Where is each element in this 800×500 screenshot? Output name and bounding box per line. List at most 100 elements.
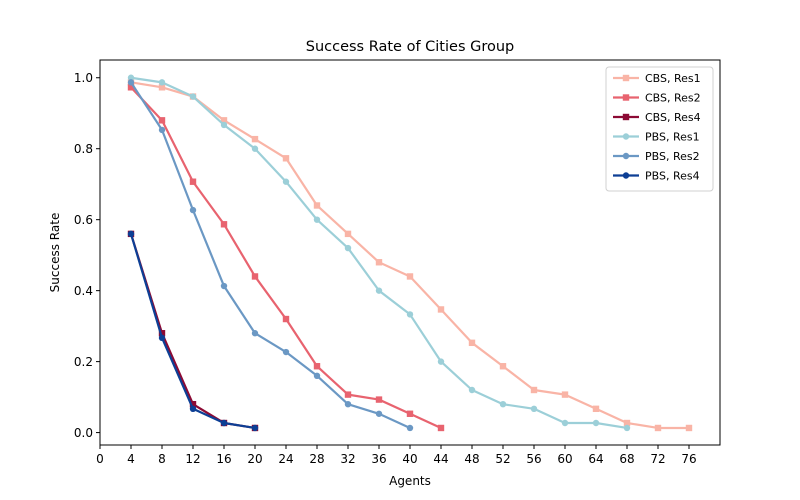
- data-point: [189, 93, 197, 100]
- series-3: [127, 230, 259, 432]
- legend-swatch-marker: [622, 133, 630, 140]
- x-tick-label: 36: [371, 452, 386, 466]
- data-point: [375, 410, 383, 417]
- legend-item: CBS, Res1: [613, 72, 701, 85]
- data-point: [437, 306, 445, 313]
- data-point: [561, 391, 569, 398]
- x-tick-label: 72: [650, 452, 665, 466]
- data-point: [344, 400, 352, 408]
- data-point: [127, 84, 135, 91]
- series-line: [129, 232, 257, 430]
- data-point: [313, 202, 321, 209]
- data-point: [344, 230, 352, 238]
- x-tick-label: 4: [127, 452, 135, 466]
- data-point: [375, 396, 383, 403]
- data-point: [189, 178, 197, 185]
- data-point: [158, 126, 166, 134]
- x-tick-label: 28: [309, 452, 324, 466]
- data-point: [220, 221, 228, 228]
- data-point: [654, 424, 662, 432]
- data-point: [127, 230, 135, 238]
- x-tick-label: 32: [340, 452, 355, 466]
- plot-area: [127, 74, 693, 432]
- data-point: [468, 386, 476, 394]
- legend-item: PBS, Res1: [613, 131, 700, 144]
- y-tick-label: 0.4: [74, 284, 93, 298]
- series-line: [129, 76, 629, 430]
- legend-item: CBS, Res4: [613, 111, 701, 124]
- series-line: [129, 81, 691, 430]
- legend-swatch-marker: [622, 152, 630, 160]
- y-tick-label: 0.0: [74, 426, 93, 440]
- legend-label: CBS, Res4: [645, 111, 701, 124]
- y-tick-label: 0.2: [74, 355, 93, 369]
- data-point: [344, 244, 352, 252]
- x-tick-label: 0: [96, 452, 104, 466]
- x-tick-label: 24: [278, 452, 293, 466]
- data-point: [251, 424, 259, 432]
- data-point: [406, 424, 414, 432]
- legend-item: CBS, Res2: [613, 92, 701, 105]
- data-point: [220, 117, 228, 124]
- data-point: [313, 216, 321, 223]
- data-point: [437, 424, 445, 432]
- x-tick-label: 56: [526, 452, 541, 466]
- data-point: [127, 79, 135, 86]
- data-point: [282, 155, 290, 162]
- data-point: [313, 372, 321, 380]
- data-point: [158, 79, 166, 86]
- data-point: [251, 145, 259, 152]
- y-tick-label: 1.0: [74, 71, 93, 85]
- y-tick-label: 0.6: [74, 213, 93, 227]
- x-tick-label: 20: [247, 452, 262, 466]
- y-tick-label: 0.8: [74, 142, 93, 156]
- data-point: [499, 400, 507, 408]
- x-tick-label: 44: [433, 452, 448, 466]
- data-point: [592, 405, 600, 413]
- data-point: [406, 273, 414, 280]
- legend-item: PBS, Res4: [613, 170, 700, 183]
- x-tick-label: 8: [158, 452, 166, 466]
- data-point: [685, 424, 693, 432]
- data-point: [158, 84, 166, 91]
- x-tick-label: 16: [216, 452, 231, 466]
- series-6: [127, 230, 259, 432]
- data-point: [251, 273, 259, 280]
- x-axis-label: Agents: [389, 474, 431, 488]
- x-tick-label: 76: [681, 452, 696, 466]
- x-tick-label: 68: [619, 452, 634, 466]
- series-line: [129, 86, 443, 430]
- data-point: [282, 315, 290, 323]
- y-axis-ticks: 0.0 0.2 0.4 0.6 0.8 1.0: [74, 71, 100, 440]
- data-point: [592, 419, 600, 427]
- data-point: [158, 117, 166, 124]
- x-tick-label: 48: [464, 452, 479, 466]
- data-point: [189, 405, 197, 413]
- legend-label: CBS, Res2: [645, 92, 701, 105]
- series-line: [129, 232, 257, 430]
- series-2: [127, 84, 445, 432]
- legend-label: PBS, Res4: [645, 170, 700, 183]
- data-point: [282, 178, 290, 185]
- data-point: [623, 419, 631, 427]
- data-point: [251, 135, 259, 143]
- legend-swatch-marker: [622, 94, 630, 101]
- legend-label: PBS, Res2: [645, 150, 700, 163]
- x-tick-label: 64: [588, 452, 603, 466]
- legend-label: PBS, Res1: [645, 131, 700, 144]
- data-point: [468, 339, 476, 347]
- chart-title: Success Rate of Cities Group: [306, 39, 515, 55]
- data-point: [406, 410, 414, 417]
- data-point: [375, 259, 383, 266]
- data-point: [313, 363, 321, 370]
- data-point: [499, 363, 507, 370]
- legend-item: PBS, Res2: [613, 150, 700, 163]
- y-axis-label: Success Rate: [48, 213, 62, 293]
- legend-label: CBS, Res1: [645, 72, 701, 85]
- series-4: [127, 74, 631, 432]
- data-point: [530, 405, 538, 413]
- data-point: [561, 419, 569, 427]
- data-point: [530, 386, 538, 394]
- data-point: [220, 419, 228, 427]
- data-point: [158, 334, 166, 342]
